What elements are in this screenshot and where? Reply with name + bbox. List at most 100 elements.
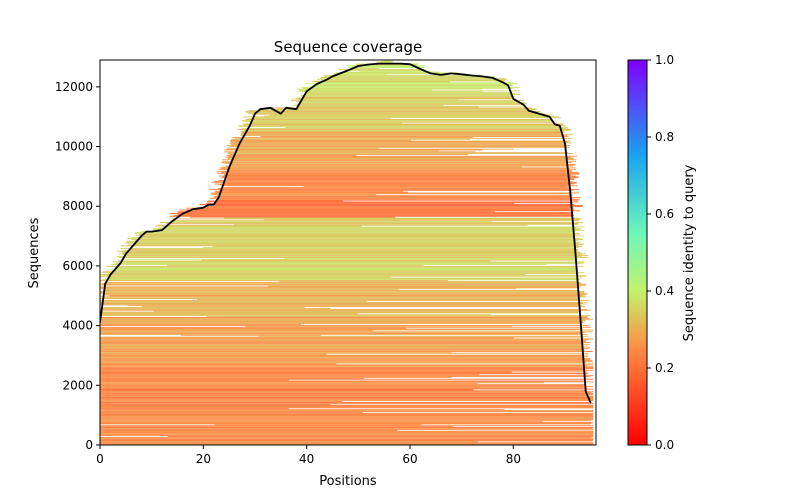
heat-row	[335, 72, 459, 74]
heat-row	[100, 342, 591, 343]
heat-row	[122, 258, 578, 260]
heat-row	[226, 179, 574, 180]
heat-row	[240, 130, 563, 132]
heat-row	[171, 218, 583, 220]
heat-row	[100, 345, 588, 347]
heat-row	[115, 270, 579, 272]
heat-row	[230, 142, 572, 144]
heat-row	[100, 358, 591, 360]
heat-row	[206, 201, 579, 203]
heat-row	[100, 380, 586, 382]
heat-row	[153, 229, 581, 231]
heat-row	[177, 214, 573, 215]
heat-row	[269, 114, 554, 116]
heat-row	[100, 407, 594, 409]
heat-row	[100, 286, 579, 288]
y-axis: 0 2000 4000 6000 8000 10000 12000	[55, 80, 100, 452]
heat-row	[200, 206, 572, 208]
heat-row	[100, 438, 594, 440]
heat-row	[100, 429, 398, 431]
heat-row	[100, 291, 584, 293]
heat-row	[167, 436, 594, 437]
heat-row	[112, 261, 585, 263]
heat-row	[221, 177, 579, 179]
heat-row	[169, 215, 572, 217]
heat-row	[122, 251, 580, 253]
heat-row	[100, 391, 594, 393]
heat-row	[100, 402, 594, 404]
heat-row	[100, 349, 584, 351]
heat-row	[100, 395, 594, 397]
heat-row	[224, 162, 567, 164]
heat-row	[227, 157, 575, 159]
heat-row	[338, 68, 426, 70]
colorbar-tick-label: 0.2	[655, 361, 674, 375]
heat-row	[134, 232, 579, 234]
heat-row	[134, 239, 579, 241]
heat-row	[249, 122, 402, 124]
heat-row	[100, 436, 592, 438]
heat-row	[303, 186, 568, 188]
y-tick-label: 8000	[62, 199, 93, 213]
heat-row	[100, 417, 594, 419]
heat-row	[209, 197, 573, 199]
heat-row	[177, 211, 495, 213]
heat-row	[350, 68, 379, 69]
heat-row	[118, 256, 588, 258]
heat-row	[100, 325, 590, 326]
heat-row	[216, 171, 573, 172]
x-tick-label: 40	[299, 452, 314, 466]
plot-frame	[99, 59, 597, 446]
heat-row	[189, 216, 395, 218]
heat-row	[260, 136, 569, 137]
heat-row	[100, 308, 331, 309]
heat-row	[306, 93, 515, 95]
heat-row	[223, 185, 579, 187]
heat-row	[250, 121, 553, 123]
heat-row	[100, 381, 594, 383]
heat-row	[186, 207, 575, 209]
heat-row	[351, 66, 419, 68]
heat-row	[298, 106, 479, 108]
heat-row	[300, 90, 520, 92]
heat-row	[243, 124, 563, 126]
heat-row	[359, 70, 432, 72]
colorbar	[627, 59, 648, 446]
heat-row	[108, 273, 578, 274]
heat-row	[154, 225, 362, 227]
heat-row	[100, 324, 301, 326]
heat-row	[100, 373, 589, 375]
heat-row	[304, 94, 521, 95]
heat-row	[100, 320, 586, 322]
heat-row	[100, 317, 590, 319]
heat-row	[100, 442, 594, 444]
colorbar-tick-label: 1.0	[655, 53, 674, 67]
heat-row	[311, 81, 450, 83]
heat-row	[241, 119, 553, 121]
heat-row	[100, 332, 586, 334]
heat-row	[219, 189, 574, 191]
heat-row	[228, 155, 578, 157]
heat-row	[100, 316, 588, 318]
heat-row	[203, 247, 579, 249]
heat-row	[321, 79, 506, 81]
heat-row	[217, 195, 573, 197]
heat-row	[241, 134, 573, 136]
heat-row	[102, 271, 576, 273]
heat-row	[100, 426, 454, 428]
heat-row	[105, 289, 399, 291]
heat-row	[100, 312, 579, 314]
heat-row	[100, 400, 594, 402]
heat-row	[296, 101, 520, 103]
heat-row	[263, 219, 580, 221]
heat-row	[203, 205, 583, 207]
heat-row	[100, 374, 480, 376]
heat-row	[101, 282, 582, 284]
heat-row	[100, 434, 594, 436]
heat-row	[240, 133, 564, 135]
x-tick-label: 20	[196, 452, 211, 466]
heat-row	[131, 239, 583, 240]
heat-row	[100, 291, 585, 292]
heat-row	[100, 411, 363, 413]
heat-row	[141, 236, 575, 238]
